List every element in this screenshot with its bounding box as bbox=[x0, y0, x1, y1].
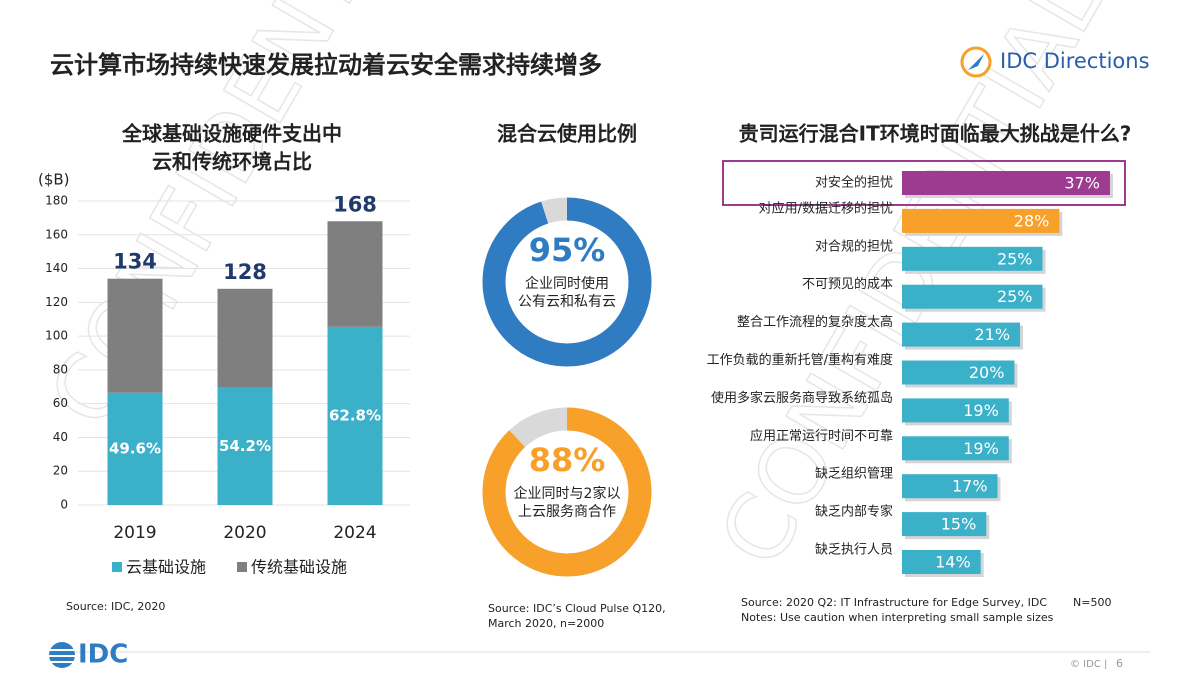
bar-label: 17% bbox=[952, 477, 988, 496]
category-label: 对合规的担忧 bbox=[815, 238, 893, 254]
source: Source: IDC, 2020 bbox=[66, 600, 165, 613]
y-tick-label: 0 bbox=[60, 498, 68, 512]
chart-title: 全球基础设施硬件支出中 bbox=[121, 122, 342, 146]
source: Source: IDC’s Cloud Pulse Q120, bbox=[488, 602, 666, 615]
x-tick-label: 2019 bbox=[113, 523, 156, 543]
category-label: 工作负载的重新托管/重构有难度 bbox=[707, 352, 893, 368]
copyright: © IDC | bbox=[1070, 659, 1107, 670]
donut-arc bbox=[482, 407, 652, 577]
y-tick-label: 180 bbox=[45, 194, 68, 208]
bar bbox=[902, 246, 1043, 271]
donut-value: 88% bbox=[529, 441, 606, 479]
bar-label: 20% bbox=[969, 363, 1005, 382]
bar-label: 25% bbox=[997, 287, 1033, 306]
bar-label: 62.8% bbox=[329, 406, 381, 424]
bar-label: 28% bbox=[1014, 211, 1050, 230]
category-label: 缺乏组织管理 bbox=[815, 467, 893, 482]
y-tick-label: 100 bbox=[45, 329, 68, 343]
y-tick-label: 160 bbox=[45, 227, 68, 241]
legend-label: 云基础设施 bbox=[126, 558, 206, 577]
bar bbox=[902, 322, 1021, 347]
y-tick-label: 20 bbox=[53, 464, 68, 478]
bar bbox=[902, 398, 1009, 423]
legend-label: 传统基础设施 bbox=[251, 558, 347, 577]
bar-label: 25% bbox=[997, 249, 1033, 268]
chart-title: 贵司运行混合IT环境时面临最大挑战是什么? bbox=[739, 122, 1132, 146]
footer-logo: IDC bbox=[78, 640, 128, 670]
category-label: 使用多家云服务商导致系统孤岛 bbox=[711, 390, 893, 406]
total-label: 168 bbox=[333, 192, 377, 216]
bar-label: 15% bbox=[941, 515, 977, 534]
bar bbox=[902, 550, 981, 574]
bar-segment bbox=[327, 326, 383, 505]
category-label: 整合工作流程的复杂度太高 bbox=[737, 314, 893, 330]
brand-icon bbox=[960, 46, 992, 78]
donut-caption: 公有云和私有云 bbox=[518, 294, 616, 310]
donut-caption: 企业同时使用 bbox=[525, 275, 609, 292]
bar bbox=[902, 284, 1043, 309]
y-tick-label: 140 bbox=[45, 261, 68, 275]
bar-label: 54.2% bbox=[219, 437, 271, 455]
brand-icon bbox=[968, 54, 984, 70]
legend-swatch bbox=[237, 562, 247, 572]
bar bbox=[902, 474, 998, 499]
chart-title: 混合云使用比例 bbox=[497, 122, 637, 146]
y-axis-label: ($B) bbox=[38, 171, 70, 189]
source: Notes: Use caution when interpreting sma… bbox=[741, 611, 1054, 624]
source: N=500 bbox=[1073, 596, 1111, 609]
bar-segment bbox=[217, 288, 273, 388]
bar-label: 19% bbox=[963, 401, 999, 420]
category-label: 不可预见的成本 bbox=[802, 276, 893, 292]
bar-label: 14% bbox=[935, 553, 971, 572]
bar-label: 19% bbox=[963, 439, 999, 458]
bar-segment bbox=[107, 278, 163, 393]
category-label: 对安全的担忧 bbox=[815, 175, 893, 191]
bar-segment bbox=[327, 221, 383, 327]
y-tick-label: 80 bbox=[53, 362, 68, 376]
category-label: 缺乏内部专家 bbox=[815, 504, 893, 520]
logo-globe bbox=[49, 642, 75, 668]
x-tick-label: 2024 bbox=[333, 523, 376, 543]
category-label: 应用正常运行时间不可靠 bbox=[750, 428, 893, 444]
legend-swatch bbox=[112, 562, 122, 572]
x-tick-label: 2020 bbox=[223, 523, 266, 543]
chart-title: 云和传统环境占比 bbox=[152, 150, 312, 174]
source: Source: 2020 Q2: IT Infrastructure for E… bbox=[741, 596, 1047, 609]
category-label: 缺乏执行人员 bbox=[815, 543, 893, 558]
bar bbox=[902, 512, 987, 537]
bar-label: 21% bbox=[974, 325, 1010, 344]
y-tick-label: 40 bbox=[53, 430, 68, 444]
donut-arc bbox=[482, 197, 652, 367]
category-label: 对应用/数据迁移的担忧 bbox=[759, 200, 893, 216]
bar bbox=[902, 171, 1110, 195]
source: March 2020, n=2000 bbox=[488, 617, 604, 630]
y-tick-label: 60 bbox=[53, 396, 68, 410]
bar-label: 49.6% bbox=[109, 439, 161, 457]
total-label: 128 bbox=[223, 260, 267, 284]
brand: IDC Directions bbox=[1000, 49, 1150, 73]
slide-title: 云计算市场持续快速发展拉动着云安全需求持续增多 bbox=[50, 51, 602, 79]
bar bbox=[902, 360, 1015, 385]
bar bbox=[902, 436, 1009, 461]
donut-caption: 企业同时与2家以 bbox=[514, 485, 621, 502]
donut-value: 95% bbox=[529, 231, 606, 269]
page-number: 6 bbox=[1116, 657, 1123, 670]
bar-segment bbox=[107, 392, 163, 505]
bar-label: 37% bbox=[1064, 174, 1100, 193]
total-label: 134 bbox=[113, 250, 157, 274]
bar-segment bbox=[217, 387, 273, 505]
highlight-box bbox=[722, 160, 1126, 206]
bar bbox=[902, 208, 1060, 233]
donut-caption: 上云服务商合作 bbox=[518, 504, 616, 520]
y-tick-label: 120 bbox=[45, 295, 68, 309]
